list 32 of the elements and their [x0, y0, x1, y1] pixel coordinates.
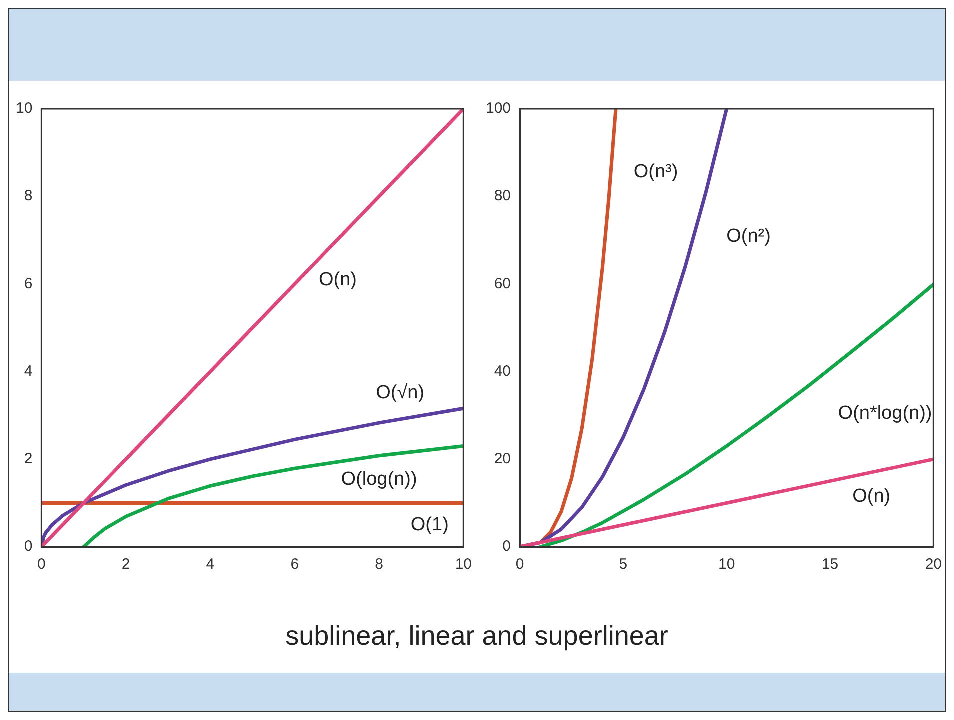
series-label: O(n*log(n)) — [838, 403, 932, 424]
x-tick-label: 0 — [516, 556, 524, 574]
x-tick-label: 20 — [925, 556, 942, 574]
y-tick-label: 80 — [494, 188, 512, 205]
series-label: O(1) — [410, 514, 449, 536]
x-tick-label: 2 — [122, 556, 130, 574]
y-tick-label: 2 — [24, 450, 33, 468]
series-label: O(√n) — [376, 382, 425, 404]
x-tick-label: 8 — [375, 556, 384, 574]
y-tick-label: 0 — [502, 538, 512, 556]
y-tick-label: 20 — [494, 450, 512, 468]
y-tick-label: 100 — [486, 100, 512, 118]
x-tick-label: 6 — [290, 556, 300, 574]
series-label: O(n³) — [634, 162, 678, 183]
series-label: O(n²) — [726, 226, 771, 248]
x-tick-label: 0 — [38, 556, 46, 574]
x-tick-label: 4 — [206, 556, 215, 574]
series-label: O(n) — [852, 486, 891, 507]
x-tick-label: 10 — [455, 556, 472, 574]
y-tick-label: 8 — [24, 188, 33, 205]
series-label: O(n) — [318, 270, 357, 291]
y-tick-label: 6 — [24, 275, 33, 292]
y-tick-label: 40 — [494, 362, 512, 380]
y-tick-label: 60 — [494, 275, 512, 292]
x-tick-label: 10 — [718, 556, 736, 574]
text: sublinear, linear and superlinear — [284, 621, 670, 652]
y-tick-label: 0 — [24, 538, 33, 556]
x-tick-label: 15 — [822, 556, 839, 574]
y-tick-label: 4 — [24, 362, 33, 380]
x-tick-label: 5 — [619, 556, 628, 574]
series-label: O(log(n)) — [341, 469, 418, 490]
y-tick-label: 10 — [16, 100, 33, 118]
